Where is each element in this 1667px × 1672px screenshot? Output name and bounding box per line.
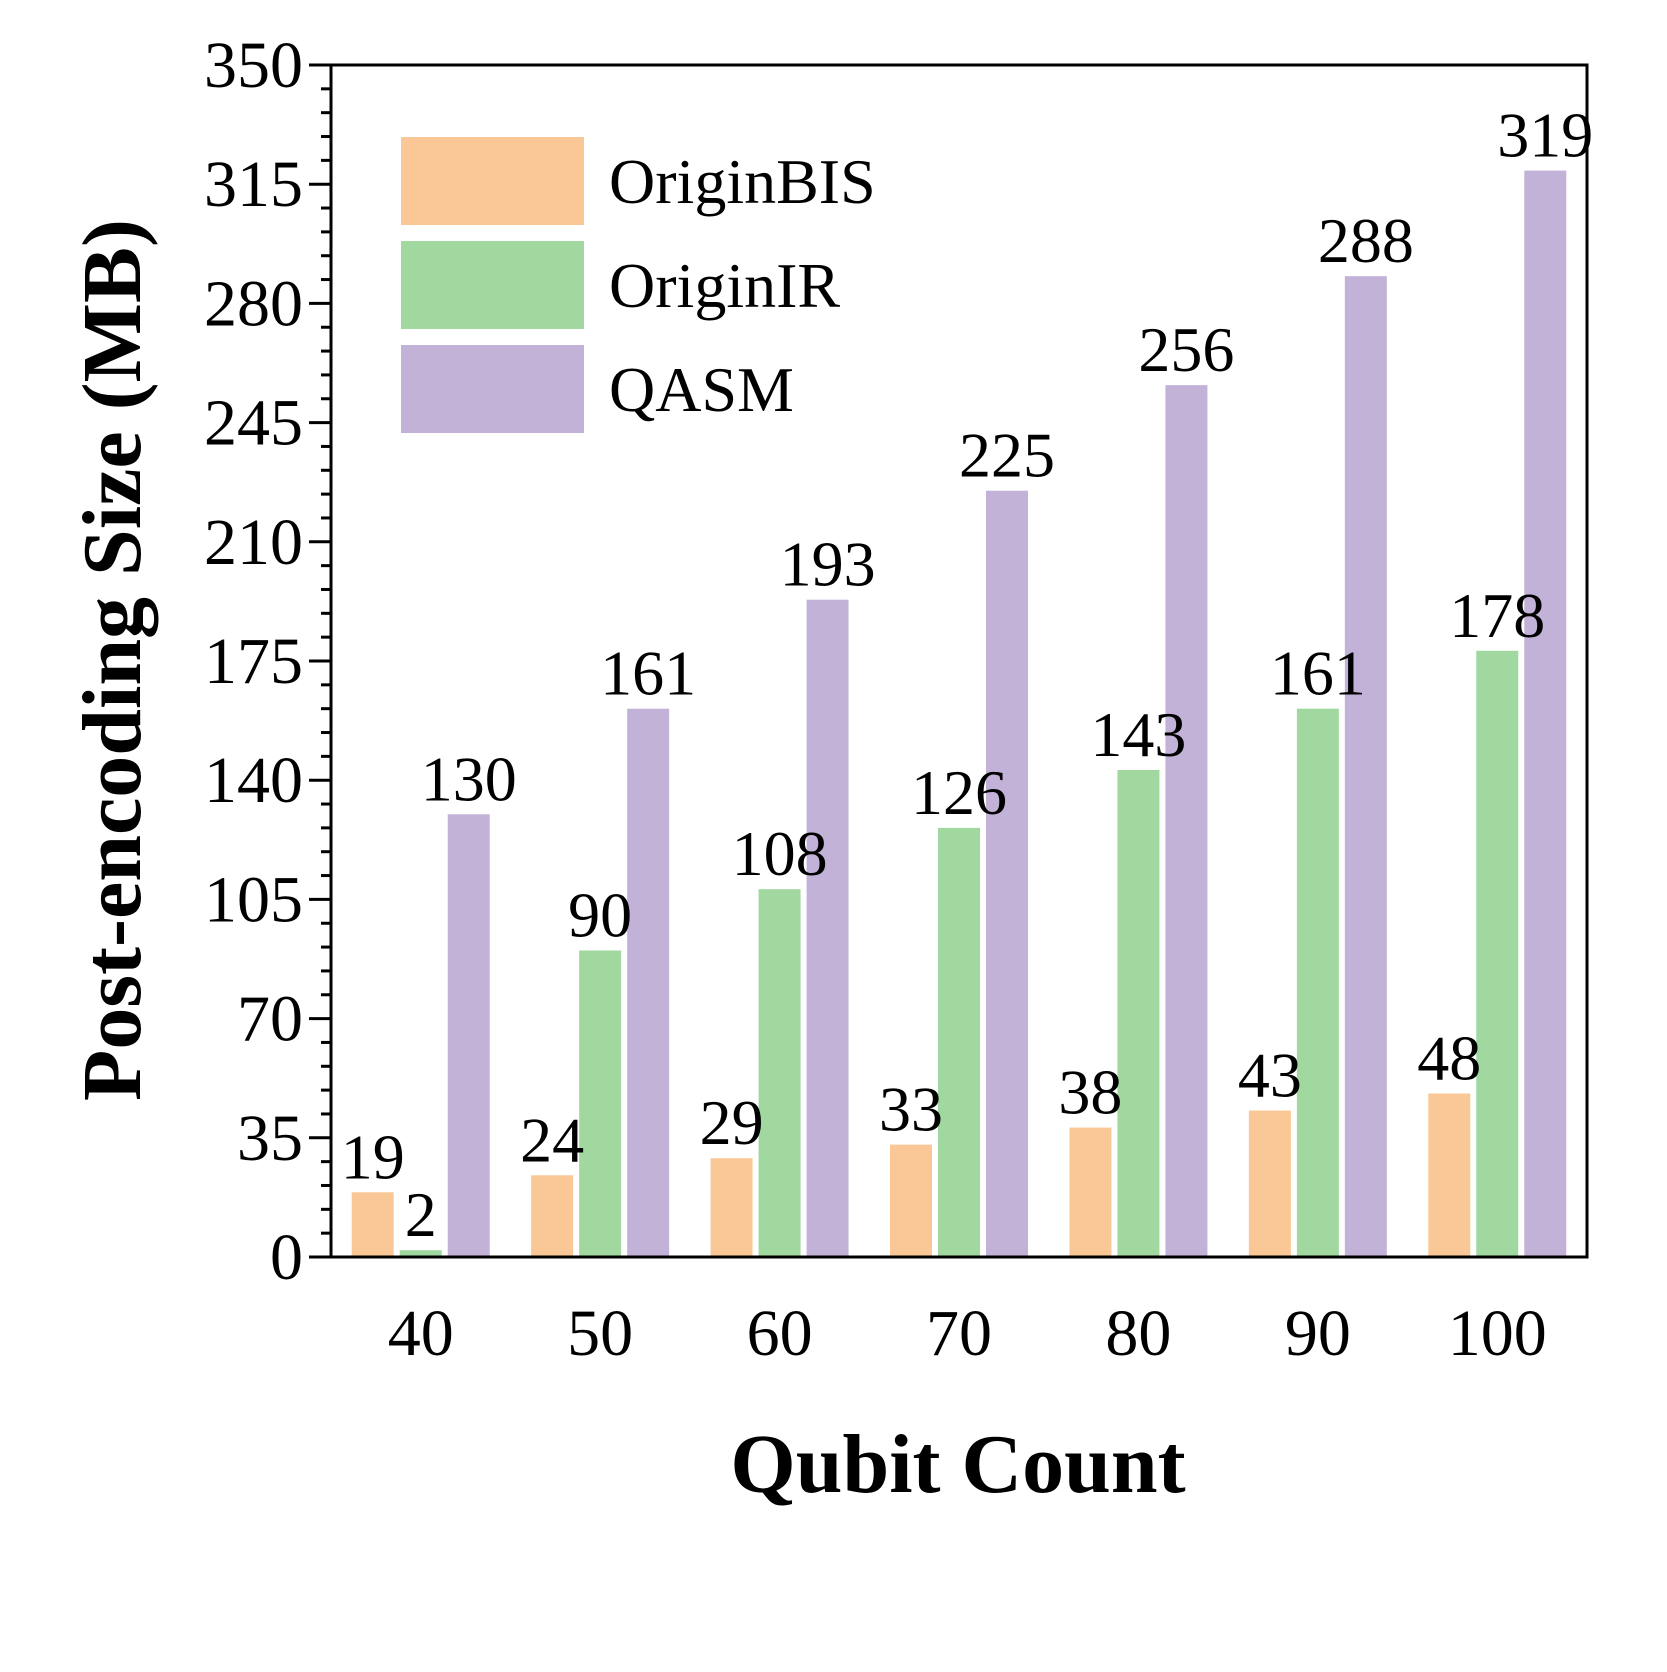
- bars-layer: [351, 170, 1567, 1257]
- legend-label-qasm: QASM: [609, 354, 794, 425]
- axes-layer: 0 35 70 105 140 175 210 245 280 315 350 40 50 60 70 80 9…: [204, 29, 1589, 1370]
- data-label-originir-40: 2: [405, 1179, 437, 1250]
- bar-originbis-100: [1428, 1093, 1471, 1257]
- y-tick-label: 105: [204, 863, 303, 936]
- data-label-originir-90: 161: [1270, 638, 1366, 709]
- y-tick-label: 350: [204, 29, 303, 102]
- bar-qasm-80: [1165, 385, 1208, 1257]
- y-tick-label: 280: [204, 267, 303, 340]
- bar-qasm-90: [1344, 276, 1387, 1257]
- data-label-qasm-50: 161: [600, 638, 696, 709]
- bar-qasm-100: [1524, 170, 1567, 1257]
- data-labels-layer: 192 130 24 90 161 29 108 193 33 126 225 38 143 256 43 1…: [341, 100, 1594, 1251]
- data-label-qasm-40: 130: [421, 743, 517, 814]
- data-label-originbis-100: 48: [1417, 1023, 1481, 1094]
- bar-originir-60: [758, 889, 801, 1257]
- data-label-qasm-60: 193: [780, 529, 876, 600]
- x-tick-label: 50: [567, 1297, 633, 1370]
- bar-originir-90: [1296, 708, 1339, 1257]
- data-label-originbis-60: 29: [700, 1087, 764, 1158]
- legend-swatch-originir: [401, 241, 584, 329]
- bar-qasm-50: [627, 708, 670, 1257]
- bar-originbis-90: [1248, 1110, 1291, 1257]
- y-tick-label: 175: [204, 625, 303, 698]
- legend-swatch-qasm: [401, 345, 584, 433]
- legend: OriginBIS OriginIR QASM: [401, 137, 876, 433]
- y-tick-label: 210: [204, 506, 303, 579]
- x-tick-label: 40: [388, 1297, 454, 1370]
- y-tick-label: 0: [270, 1221, 303, 1294]
- data-label-qasm-80: 256: [1138, 314, 1234, 385]
- bar-qasm-70: [986, 490, 1028, 1257]
- y-tick-label: 315: [204, 148, 303, 221]
- bar-originbis-70: [890, 1144, 932, 1257]
- data-label-originir-50: 90: [568, 879, 632, 950]
- data-label-originbis-90: 43: [1238, 1040, 1302, 1111]
- x-tick-label: 70: [926, 1297, 992, 1370]
- bar-originir-40: [399, 1250, 442, 1257]
- legend-label-originir: OriginIR: [609, 250, 840, 321]
- data-label-originbis-80: 38: [1058, 1057, 1122, 1128]
- y-tick-label: 140: [204, 744, 303, 817]
- bar-originbis-80: [1069, 1127, 1112, 1257]
- data-label-originir-60: 108: [732, 818, 828, 889]
- bar-originbis-40: [351, 1192, 394, 1257]
- data-label-qasm-90: 288: [1318, 205, 1414, 276]
- bar-originbis-60: [710, 1158, 753, 1257]
- y-tick-label: 245: [204, 387, 303, 460]
- data-label-originbis-70: 33: [879, 1074, 943, 1145]
- x-tick-label: 60: [747, 1297, 813, 1370]
- x-axis-title: Qubit Count: [730, 1418, 1185, 1511]
- x-tick-label: 80: [1105, 1297, 1171, 1370]
- x-tick-label: 100: [1448, 1297, 1547, 1370]
- data-label-originir-80: 143: [1090, 699, 1186, 770]
- bar-originir-100: [1476, 650, 1519, 1257]
- legend-label-originbis: OriginBIS: [609, 146, 876, 217]
- data-label-originir-70: 126: [911, 757, 1007, 828]
- x-tick-label: 90: [1285, 1297, 1351, 1370]
- bar-originir-50: [579, 950, 622, 1257]
- bar-qasm-40: [447, 814, 490, 1257]
- bar-originir-70: [938, 827, 980, 1257]
- legend-swatch-originbis: [401, 137, 584, 225]
- bar-qasm-60: [806, 599, 849, 1257]
- data-label-originbis-40: 19: [341, 1121, 405, 1192]
- data-label-originbis-50: 24: [520, 1104, 584, 1175]
- y-tick-label: 35: [237, 1102, 303, 1175]
- bar-originbis-50: [531, 1175, 574, 1257]
- bar-originir-80: [1117, 769, 1160, 1257]
- y-axis-title: Post-encoding Size (MB): [66, 219, 159, 1101]
- data-label-qasm-70: 225: [959, 420, 1055, 491]
- data-label-qasm-100: 319: [1497, 100, 1593, 171]
- y-tick-label: 70: [237, 983, 303, 1056]
- data-label-originir-100: 178: [1449, 580, 1545, 651]
